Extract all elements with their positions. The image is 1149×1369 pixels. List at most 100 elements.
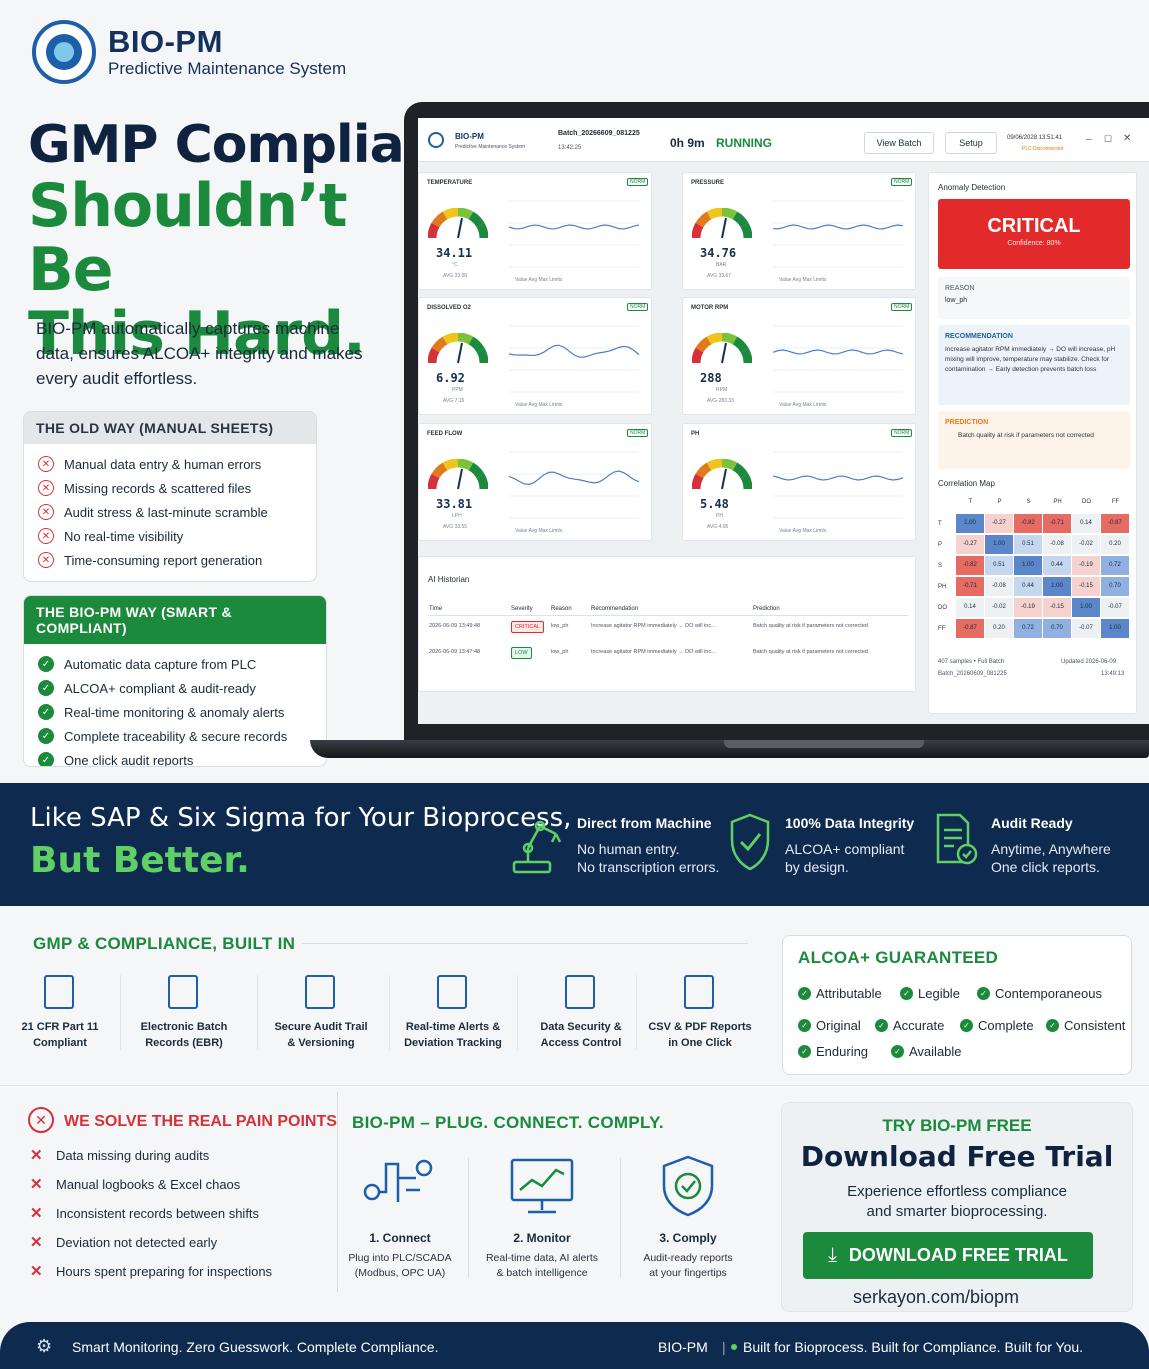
feature-3-desc-2: One click reports. (991, 859, 1100, 875)
corr-cell: 0.70 (1101, 577, 1129, 596)
historian-header: Prediction (753, 606, 780, 612)
step-desc-2: at your fingertips (649, 1267, 727, 1279)
prediction-box: PREDICTION Batch quality at risk if para… (938, 411, 1130, 469)
robot-arm-icon (512, 820, 562, 874)
chart-legend: Value Avg Max Limits (779, 402, 827, 408)
check-circle-icon: ✓ (38, 704, 54, 720)
anomaly-panel: Anomaly Detection CRITICAL Confidence: 8… (928, 172, 1137, 714)
historian-rule (428, 615, 908, 616)
corr-cell: 1.00 (985, 535, 1013, 554)
corr-row: FF -0.87 0.20 0.72 0.70 -0.07 1.00 (938, 618, 1130, 639)
view-batch-button[interactable]: View Batch (864, 132, 934, 154)
new_way-item: ✓ ALCOA+ compliant & audit-ready (24, 676, 326, 700)
corr-cell: -0.07 (1101, 598, 1129, 617)
metric-avg: AVG 33.67 (707, 273, 732, 279)
old_way-item: ✕ Audit stress & last-minute scramble (24, 500, 316, 524)
corr-row-label: S (938, 562, 943, 569)
step-divider-1 (468, 1158, 469, 1278)
plug-title: BIO-PM – PLUG. CONNECT. COMPLY. (352, 1113, 664, 1132)
corr-cell: -0.27 (985, 514, 1013, 533)
hero-line-2: Shouldn’t Be This Hard. (28, 171, 366, 369)
metric-value: 288 (700, 371, 722, 385)
close-icon[interactable]: ✕ (1123, 133, 1132, 144)
download-icon: ⤓ (828, 1244, 837, 1266)
check-circle-icon: ✓ (38, 752, 54, 766)
chart-legend: Value Avg Max Limits (515, 402, 563, 408)
footer-dot (731, 1344, 737, 1350)
old_way-item: ✕ Missing records & scattered files (24, 476, 316, 500)
corr-row-label: DO (938, 604, 947, 611)
old_way-item-label: Manual data entry & human errors (64, 456, 262, 472)
maximize-icon[interactable]: ☐ (1104, 134, 1113, 144)
gmp-divider (636, 975, 637, 1050)
metric-value: 6.92 (436, 371, 465, 385)
brand-tagline: Predictive Maintenance System (108, 59, 347, 78)
alcoa-item: ✓ Legible (900, 986, 960, 1001)
alcoa-item-label: Consistent (1064, 1018, 1126, 1033)
historian-header: Severity (511, 606, 533, 612)
download-trial-button[interactable]: ⤓ DOWNLOAD FREE TRIAL (803, 1232, 1093, 1279)
chart-legend: Value Avg Max Limits (515, 277, 563, 283)
feature-3-title: Audit Ready (991, 815, 1073, 831)
metric-unit: LPH (452, 513, 462, 519)
trend-chart (508, 451, 640, 519)
batch-time: 13:42:25 (558, 145, 582, 151)
alcoa-box: ALCOA+ GUARANTEED ✓ Attributable ✓ Legible ✓… (782, 935, 1132, 1075)
corr-cell: -0.87 (956, 619, 984, 638)
setup-button[interactable]: Setup (945, 132, 997, 154)
plug-connect-icon (363, 1159, 433, 1202)
corr-cell: -0.07 (1072, 619, 1100, 638)
metric-card: PH NORM 5.48 PH AVG 4.95 Value Avg Max Limits (682, 423, 916, 541)
new-way-box: THE BIO-PM WAY (SMART & COMPLIANT) ✓ Auto… (23, 595, 327, 767)
trial-kicker: TRY BIO-PM FREE (882, 1116, 1032, 1135)
gmp-rule (302, 943, 748, 944)
alcoa-item: ✓ Original (798, 1018, 861, 1033)
x-mark-icon: ✕ (30, 1263, 43, 1280)
old_way-item: ✕ Time-consuming report generation (24, 548, 316, 572)
corr-cell: 0.20 (1101, 535, 1129, 554)
corr-row-label: T (938, 520, 942, 527)
chart-legend: Value Avg Max Limits (779, 528, 827, 534)
check-circle-icon: ✓ (977, 987, 990, 1000)
download-trial-label: DOWNLOAD FREE TRIAL (848, 1245, 1068, 1265)
corr-cell: -0.02 (1072, 535, 1100, 554)
corr-col-label: PH (1053, 499, 1062, 505)
pain-item: ✕ Manual logbooks & Excel chaos (30, 1175, 240, 1193)
pain-item-label: Data missing during audits (56, 1147, 210, 1163)
metric-status-chip: NORM (627, 178, 649, 186)
plc-status: PLC Disconnected (1022, 146, 1064, 152)
corr-cell: 0.44 (1014, 577, 1042, 596)
old_way-item: ✕ Manual data entry & human errors (24, 452, 316, 476)
alcoa-item-label: Available (909, 1044, 962, 1059)
historian-cell: Batch quality at risk if parameters not … (753, 649, 868, 655)
new_way-item: ✓ Automatic data capture from PLC (24, 652, 326, 676)
x-circle-icon: ✕ (38, 552, 54, 568)
app-header: BIO-PM Predictive Maintenance System Bat… (418, 118, 1149, 162)
reason-box: REASON low_ph (938, 277, 1130, 319)
gmp-feature-line-1: 21 CFR Part 11 (21, 1021, 99, 1033)
alcoa-item: ✓ Complete (960, 1018, 1034, 1033)
minimize-icon[interactable]: – (1086, 134, 1092, 145)
ai-historian: AI Historian Time Severity Reason Recommend… (418, 556, 916, 692)
corr-row: PH -0.71 -0.08 0.44 1.00 -0.15 0.70 (938, 576, 1130, 597)
historian-cell: Batch quality at risk if parameters not … (753, 623, 868, 629)
step-title: 3. Comply (659, 1231, 717, 1245)
check-circle-icon: ✓ (900, 987, 913, 1000)
metric-card: FEED FLOW NORM 33.81 LPH AVG 33.55 Value Avg … (418, 423, 652, 541)
trial-desc-2: and smarter bioprocessing. (866, 1203, 1048, 1220)
x-circle-icon: ✕ (38, 528, 54, 544)
alcoa-item: ✓ Accurate (875, 1018, 944, 1033)
gmp-feature-line-1: Electronic Batch (140, 1021, 228, 1033)
network-icon: ⚙ (36, 1336, 53, 1356)
shield-comply-icon (662, 1155, 714, 1217)
metric-unit: BAR (716, 262, 727, 268)
corr-batch: Batch_20260609_081225 (938, 671, 1007, 677)
trial-url[interactable]: serkayon.com/biopm (852, 1287, 1020, 1307)
corr-row: P -0.27 1.00 0.51 -0.08 -0.02 0.20 (938, 534, 1130, 555)
check-circle-icon: ✓ (875, 1019, 888, 1032)
x-mark-icon: ✕ (30, 1147, 43, 1164)
check-circle-icon: ✓ (798, 1045, 811, 1058)
gmp-feature-icon (437, 975, 467, 1009)
gmp-divider (120, 975, 121, 1050)
metric-avg: AVG 7.15 (443, 398, 465, 404)
